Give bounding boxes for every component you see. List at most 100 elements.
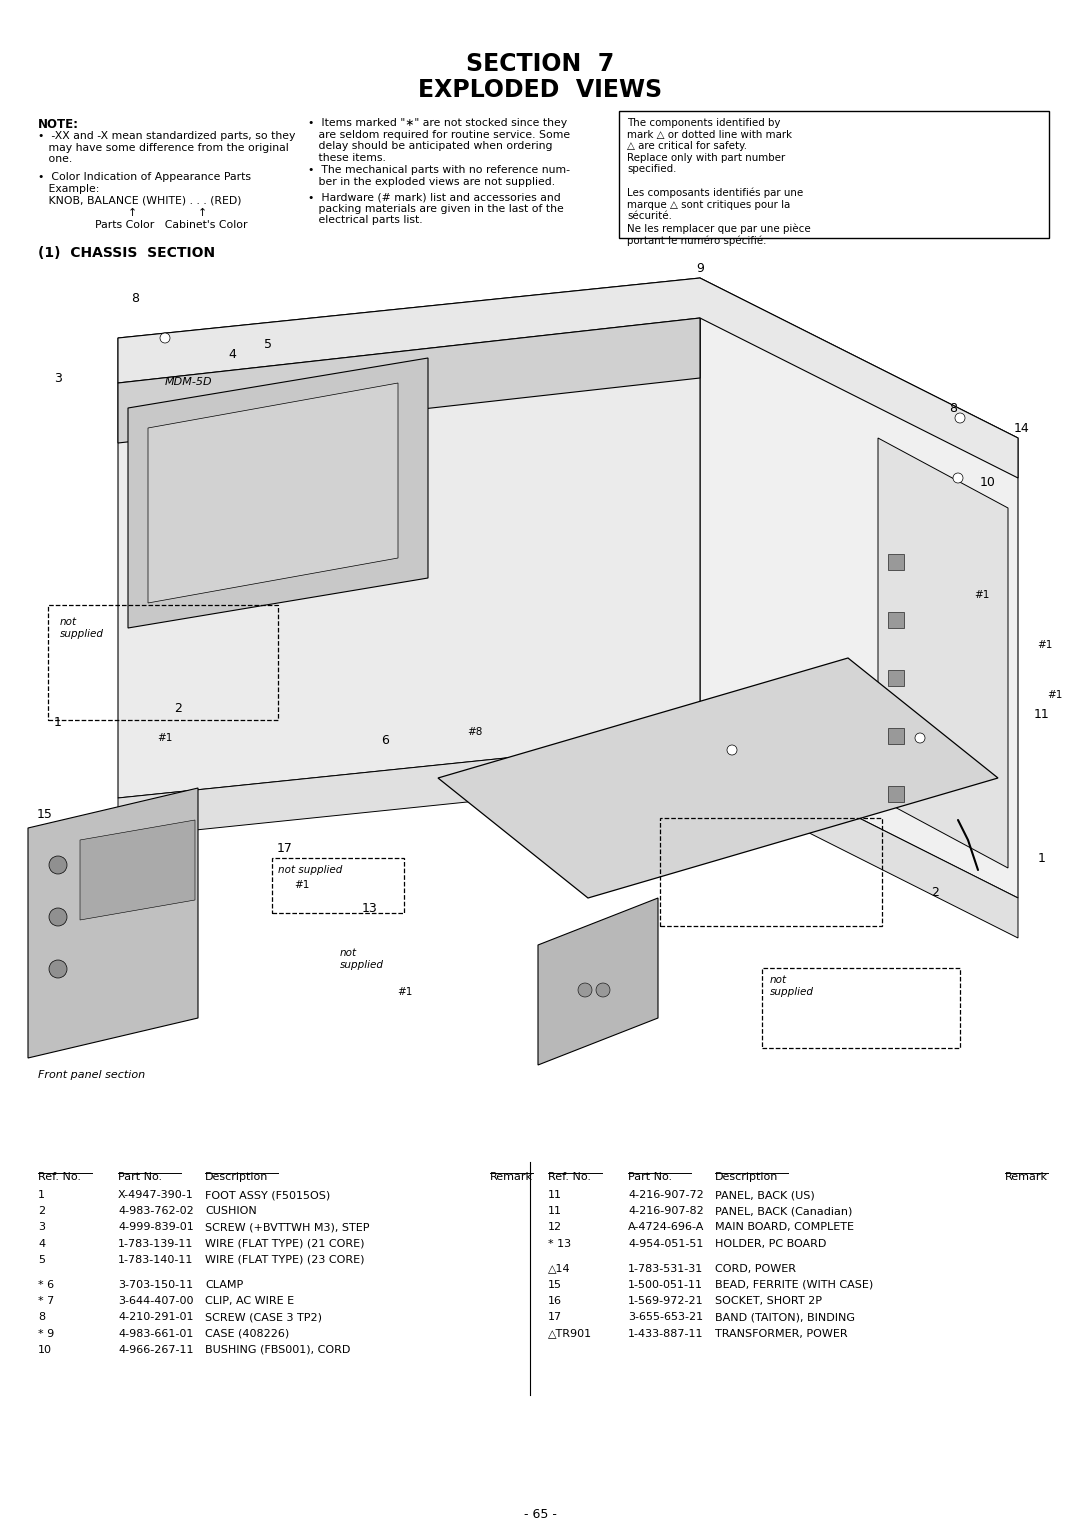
Text: 4-983-762-02: 4-983-762-02 [118, 1206, 193, 1216]
Text: * 6: * 6 [38, 1280, 54, 1290]
Bar [48, 605, 278, 720]
Text: •  Hardware (# mark) list and accessories and
   packing materials are given in : • Hardware (# mark) list and accessories… [308, 193, 564, 225]
Text: * 9: * 9 [38, 1328, 54, 1339]
Text: Part No.: Part No. [118, 1172, 162, 1183]
Circle shape [49, 856, 67, 874]
Polygon shape [118, 318, 700, 443]
Text: #1: #1 [295, 880, 310, 889]
Polygon shape [538, 898, 658, 1065]
Bar [888, 727, 904, 744]
Text: PANEL, BACK (US): PANEL, BACK (US) [715, 1190, 814, 1199]
Text: 4: 4 [228, 348, 235, 362]
Text: 4-999-839-01: 4-999-839-01 [118, 1222, 193, 1233]
Text: 3-703-150-11: 3-703-150-11 [118, 1280, 193, 1290]
Text: 3-644-407-00: 3-644-407-00 [118, 1296, 193, 1306]
Text: CASE (408226): CASE (408226) [205, 1328, 289, 1339]
Text: not
supplied: not supplied [60, 617, 104, 639]
Text: 11: 11 [548, 1190, 562, 1199]
Text: 1-433-887-11: 1-433-887-11 [627, 1328, 703, 1339]
Text: MAIN BOARD, COMPLETE: MAIN BOARD, COMPLETE [715, 1222, 854, 1233]
Text: NOTE:: NOTE: [38, 118, 79, 131]
Text: FOOT ASSY (F5015OS): FOOT ASSY (F5015OS) [205, 1190, 330, 1199]
Text: (1)  CHASSIS  SECTION: (1) CHASSIS SECTION [38, 246, 215, 260]
Text: 17: 17 [278, 842, 293, 854]
Text: BEAD, FERRITE (WITH CASE): BEAD, FERRITE (WITH CASE) [715, 1280, 874, 1290]
Text: SCREW (+BVTTWH M3), STEP: SCREW (+BVTTWH M3), STEP [205, 1222, 369, 1233]
Circle shape [160, 333, 170, 342]
Polygon shape [148, 384, 399, 604]
Text: BUSHING (FBS001), CORD: BUSHING (FBS001), CORD [205, 1345, 350, 1355]
Text: △TR901: △TR901 [548, 1328, 592, 1339]
Text: TR901: TR901 [323, 465, 359, 475]
Text: 1-569-972-21: 1-569-972-21 [627, 1296, 704, 1306]
Circle shape [49, 960, 67, 978]
Text: #1: #1 [158, 733, 173, 743]
Text: 1: 1 [1038, 851, 1045, 865]
Text: •  Items marked "∗" are not stocked since they
   are seldom required for routin: • Items marked "∗" are not stocked since… [308, 118, 570, 163]
Text: 3: 3 [54, 371, 62, 385]
Bar [272, 859, 404, 914]
Polygon shape [438, 659, 998, 898]
Text: BAND (TAITON), BINDING: BAND (TAITON), BINDING [715, 1313, 855, 1322]
Text: 1-500-051-11: 1-500-051-11 [627, 1280, 703, 1290]
Text: 5: 5 [264, 339, 272, 351]
Text: 8: 8 [351, 455, 359, 469]
Text: EXPLODED  VIEWS: EXPLODED VIEWS [418, 78, 662, 102]
Text: 3: 3 [38, 1222, 45, 1233]
Text: 2: 2 [38, 1206, 45, 1216]
Text: WIRE (FLAT TYPE) (23 CORE): WIRE (FLAT TYPE) (23 CORE) [205, 1254, 365, 1265]
Text: Remark: Remark [1005, 1172, 1048, 1183]
Text: SCREW (CASE 3 TP2): SCREW (CASE 3 TP2) [205, 1313, 322, 1322]
Text: HOLDER, PC BOARD: HOLDER, PC BOARD [715, 1239, 826, 1248]
Text: #1: #1 [1037, 640, 1053, 649]
Text: △14: △14 [548, 1264, 570, 1274]
Polygon shape [118, 278, 1018, 478]
Text: Ref. No.: Ref. No. [38, 1172, 81, 1183]
Text: #1: #1 [397, 987, 413, 996]
Text: ↑: ↑ [198, 208, 207, 219]
Text: ↑: ↑ [129, 208, 137, 219]
Bar [888, 669, 904, 686]
Text: 9: 9 [697, 261, 704, 275]
Text: MDM-5D: MDM-5D [165, 377, 213, 387]
Text: TRANSFORMER, POWER: TRANSFORMER, POWER [715, 1328, 848, 1339]
Text: 2: 2 [174, 701, 181, 715]
Text: 4-954-051-51: 4-954-051-51 [627, 1239, 703, 1248]
Text: 17: 17 [548, 1313, 562, 1322]
Text: * 7: * 7 [38, 1296, 54, 1306]
Text: not supplied: not supplied [672, 825, 737, 834]
Text: •  Color Indication of Appearance Parts
   Example:
   KNOB, BALANCE (WHITE) . .: • Color Indication of Appearance Parts E… [38, 173, 251, 205]
Text: •  -XX and -X mean standardized parts, so they
   may have some difference from : • -XX and -X mean standardized parts, so… [38, 131, 295, 163]
Text: 11: 11 [548, 1206, 562, 1216]
Text: Front panel section: Front panel section [38, 1070, 145, 1080]
Text: 3-655-653-21: 3-655-653-21 [627, 1313, 703, 1322]
Text: 4-216-907-72: 4-216-907-72 [627, 1190, 704, 1199]
Text: PANEL, BACK (Canadian): PANEL, BACK (Canadian) [715, 1206, 852, 1216]
Bar [888, 613, 904, 628]
Circle shape [49, 908, 67, 926]
Text: CLAMP: CLAMP [205, 1280, 243, 1290]
Text: CORD, POWER: CORD, POWER [715, 1264, 796, 1274]
Text: SECTION  7: SECTION 7 [465, 52, 615, 76]
Bar [660, 817, 882, 926]
Circle shape [578, 983, 592, 996]
Text: Remark: Remark [490, 1172, 534, 1183]
Bar [888, 555, 904, 570]
Text: 1-783-139-11: 1-783-139-11 [118, 1239, 193, 1248]
Text: not
supplied: not supplied [158, 503, 202, 524]
Text: 1: 1 [54, 715, 62, 729]
Text: 4-216-907-82: 4-216-907-82 [627, 1206, 704, 1216]
Text: Description: Description [715, 1172, 779, 1183]
Text: 6: 6 [381, 733, 389, 747]
Text: not supplied: not supplied [278, 865, 342, 876]
Text: 10: 10 [38, 1345, 52, 1355]
Circle shape [953, 474, 963, 483]
Text: SOCKET, SHORT 2P: SOCKET, SHORT 2P [715, 1296, 822, 1306]
Text: - 65 -: - 65 - [524, 1508, 556, 1520]
Bar [888, 785, 904, 802]
Text: not
supplied: not supplied [340, 947, 384, 970]
Polygon shape [878, 439, 1008, 868]
Text: 4-983-661-01: 4-983-661-01 [118, 1328, 193, 1339]
Text: 16: 16 [548, 1296, 562, 1306]
FancyBboxPatch shape [619, 112, 1049, 238]
